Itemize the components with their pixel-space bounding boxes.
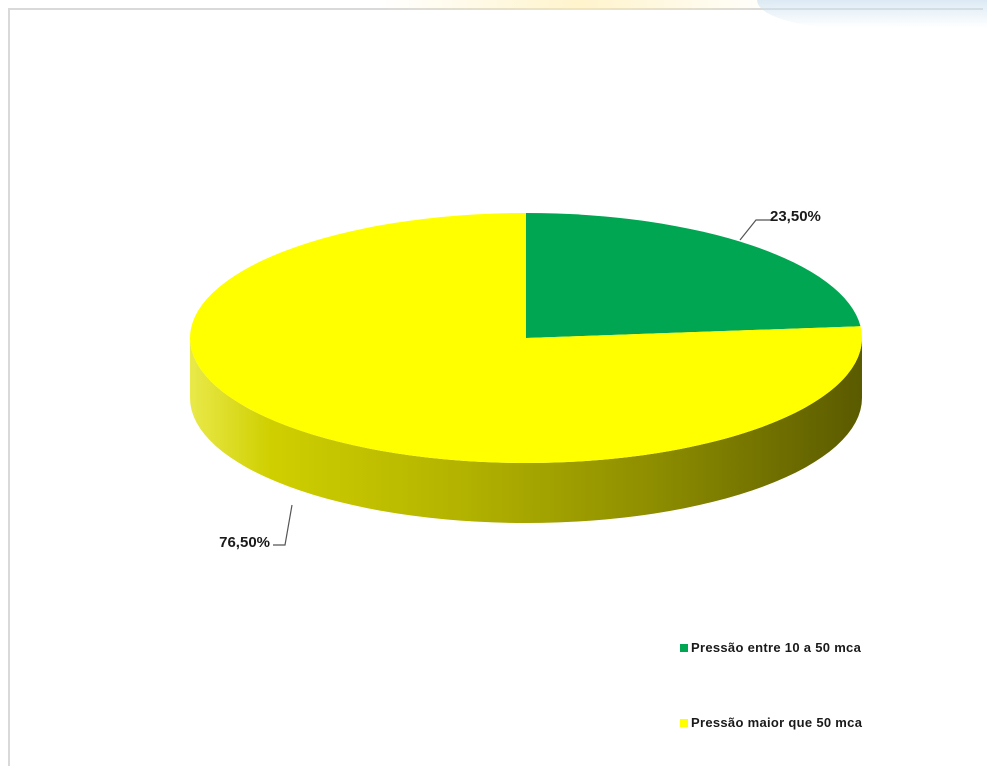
leader-line — [739, 219, 772, 241]
legend-label-above-50: Pressão maior que 50 mca — [691, 715, 863, 730]
legend-label-10-50: Pressão entre 10 a 50 mca — [691, 640, 862, 655]
pie-slice-above-50 — [190, 213, 863, 464]
legend-item-10-50: Pressão entre 10 a 50 mca — [680, 640, 861, 655]
top-decoration — [380, 0, 780, 10]
data-label-23-50: 23,50% — [770, 208, 821, 225]
pie-slice-10-50 — [526, 213, 861, 338]
legend-item-above-50: Pressão maior que 50 mca — [680, 715, 862, 730]
legend-swatch-yellow — [680, 718, 688, 727]
legend-swatch-green — [680, 643, 688, 652]
leader-line — [273, 504, 293, 546]
data-label-76-50: 76,50% — [219, 534, 270, 551]
pie-side-wall — [190, 338, 862, 523]
